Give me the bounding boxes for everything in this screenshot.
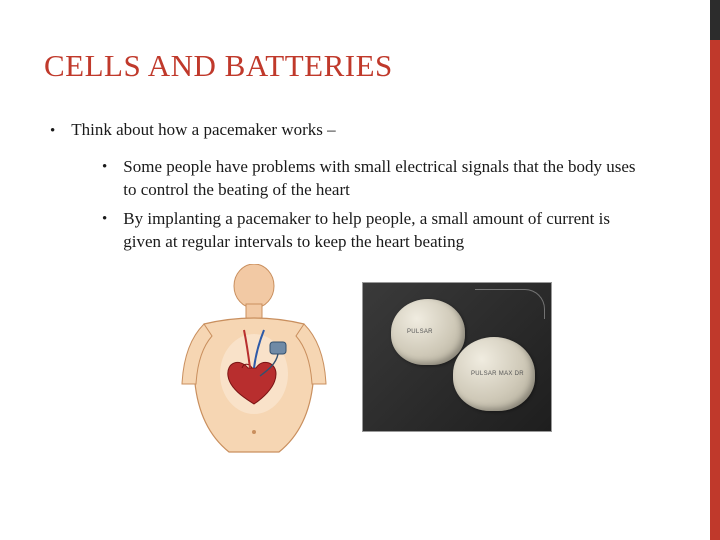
device-label: PULSAR MAX DR — [471, 371, 524, 377]
lead-wire — [475, 289, 545, 319]
torso-illustration — [164, 264, 344, 454]
pacemaker-photo: PULSAR PULSAR MAX DR — [362, 282, 552, 432]
image-row: PULSAR PULSAR MAX DR — [164, 264, 664, 454]
slide-title: CELLS AND BATTERIES — [44, 48, 664, 84]
bullet-dot: • — [102, 156, 107, 179]
accent-bar-top — [710, 0, 720, 40]
device-label: PULSAR — [407, 329, 433, 335]
bullet-text: Some people have problems with small ele… — [123, 156, 642, 202]
accent-bar — [710, 0, 720, 540]
bullet-level2: • By implanting a pacemaker to help peop… — [102, 208, 642, 254]
bullet-dot: • — [102, 208, 107, 231]
slide-body: CELLS AND BATTERIES • Think about how a … — [0, 0, 720, 474]
bullet-text: By implanting a pacemaker to help people… — [123, 208, 642, 254]
bullet-dot: • — [50, 120, 55, 142]
bullet-level1: • Think about how a pacemaker works – — [50, 120, 664, 142]
bullet-level2: • Some people have problems with small e… — [102, 156, 642, 202]
pacemaker-device: PULSAR MAX DR — [453, 337, 535, 411]
bullet-text: Think about how a pacemaker works – — [71, 120, 335, 140]
pacemaker-device: PULSAR — [391, 299, 465, 365]
